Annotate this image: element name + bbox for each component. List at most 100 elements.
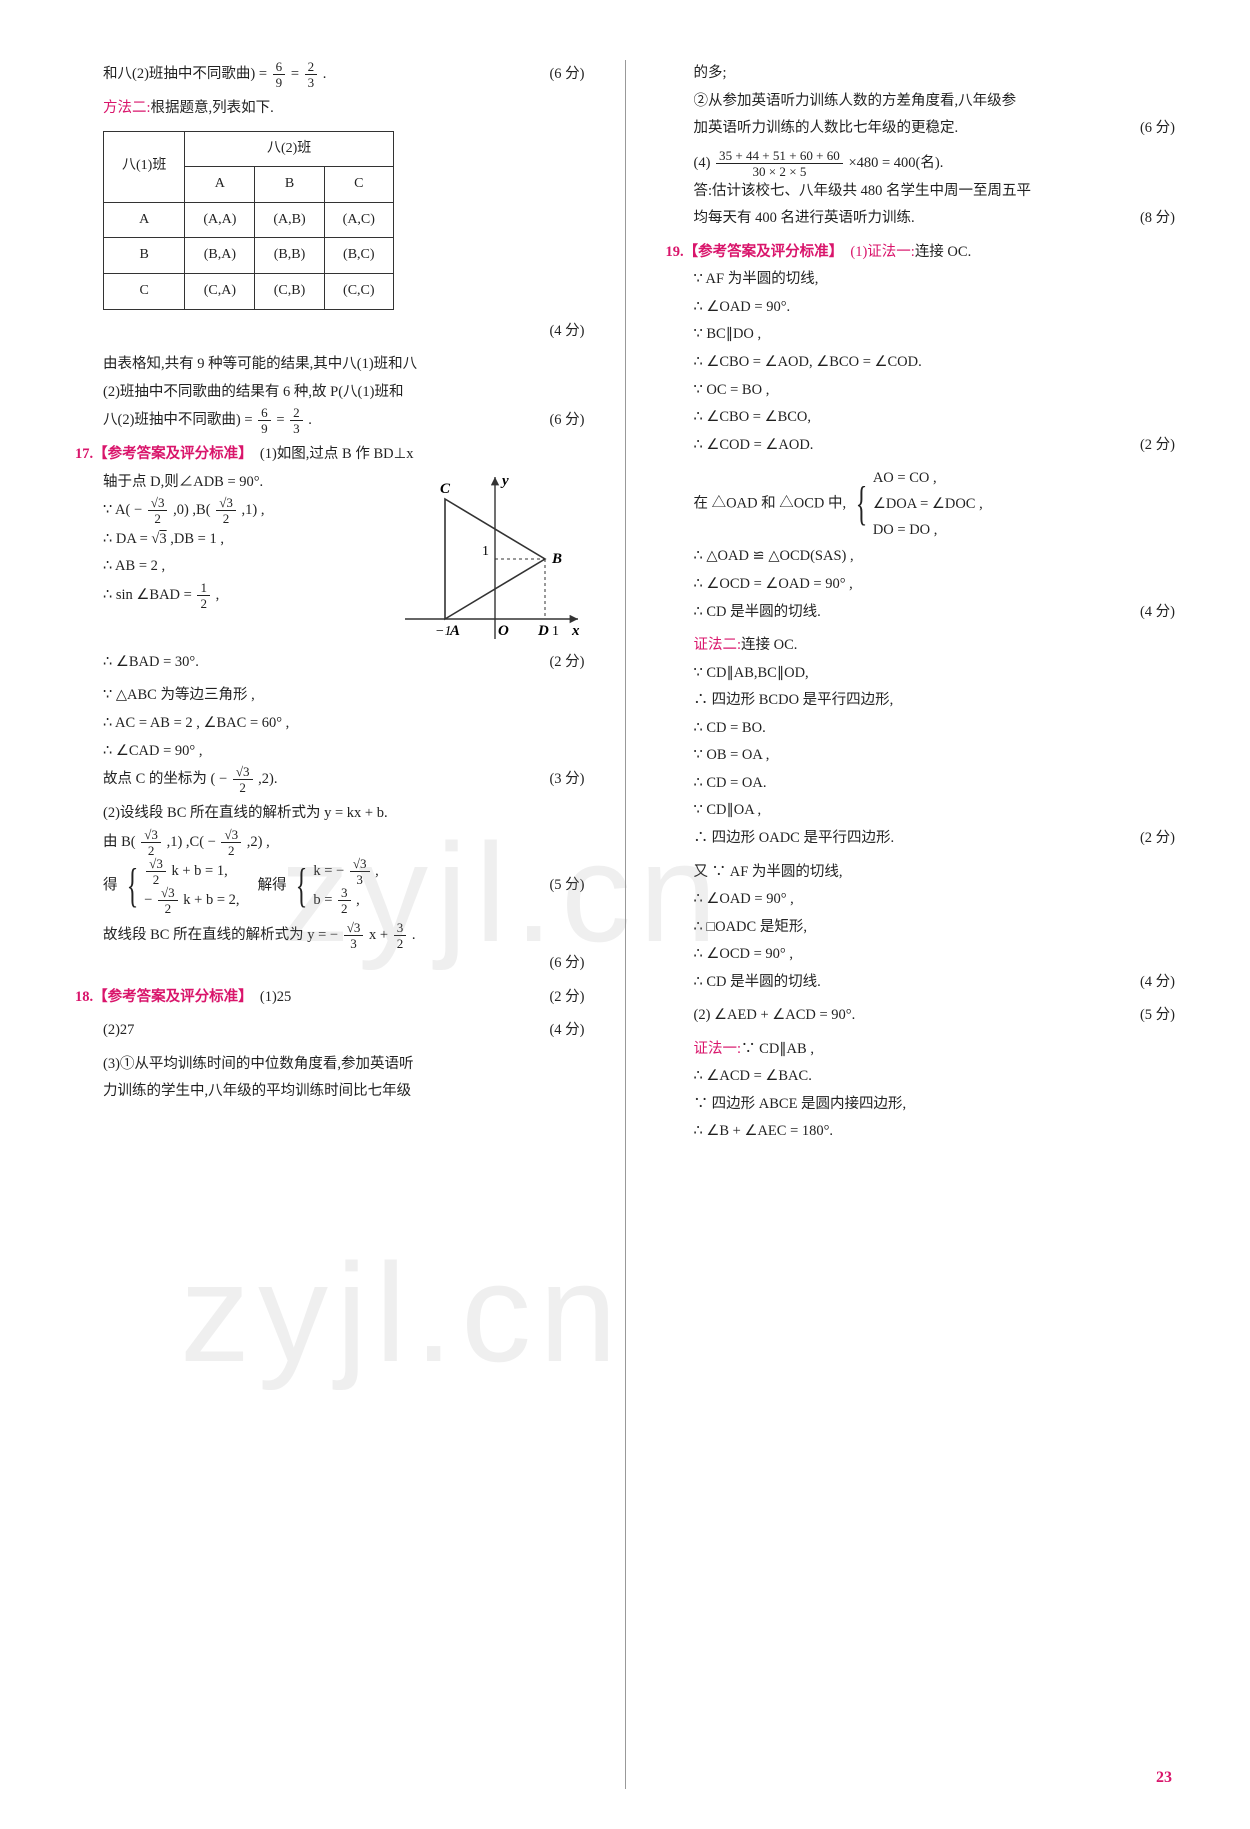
- equation-system: 得 { √32 k + b = 1, − √32 k + b = 2, 解得 {…: [75, 857, 585, 915]
- question-18: 18.【参考答案及评分标准】 (1)25 (2 分): [75, 984, 585, 1012]
- text-line: ∵ BC∥DO ,: [666, 321, 1176, 349]
- method-label: 方法二:: [103, 100, 151, 116]
- text-line: 证法一:∵ CD∥AB ,: [666, 1036, 1176, 1064]
- score-label: (4 分): [1140, 599, 1175, 627]
- text-line: ∴ □OADC 是矩形,: [666, 914, 1176, 942]
- page-number: 23: [1156, 1763, 1172, 1793]
- question-number: 19.: [666, 244, 684, 260]
- text-line: ∴ 四边形 BCDO 是平行四边形,: [666, 687, 1176, 715]
- text-line: ②从参加英语听力训练人数的方差角度看,八年级参: [666, 88, 1176, 116]
- score-label: (4 分): [549, 318, 584, 346]
- text-line: 均每天有 400 名进行英语听力训练. (8 分): [666, 205, 1176, 233]
- table-header: 八(2)班: [185, 131, 394, 167]
- text-line: (3)①从平均训练时间的中位数角度看,参加英语听: [75, 1051, 585, 1079]
- table-cell: (A,A): [185, 202, 255, 238]
- text-line: ∵ 四边形 ABCE 是圆内接四边形,: [666, 1091, 1176, 1119]
- left-column: 和八(2)班抽中不同歌曲) = 69 = 23 . (6 分) 方法二:根据题意…: [75, 60, 585, 1789]
- question-number: 17.: [75, 446, 93, 462]
- text-line: ∴ ∠OAD = 90°.: [666, 294, 1176, 322]
- text-line: ∵ OB = OA ,: [666, 742, 1176, 770]
- score-label: (6 分): [549, 407, 584, 435]
- text-line: ∴ CD 是半圆的切线. (4 分): [666, 599, 1176, 627]
- text-line: 轴于点 D,则∠ADB = 90°.: [103, 469, 394, 497]
- text-line: ∵ A( − √32 ,0) ,B( √32 ,1) ,: [103, 496, 394, 525]
- svg-text:D: D: [537, 623, 549, 639]
- text-line: 由表格知,共有 9 种等可能的结果,其中八(1)班和八: [75, 351, 585, 379]
- text-line: (2)27 (4 分): [75, 1017, 585, 1045]
- text-line: ∴ CD 是半圆的切线. (4 分): [666, 969, 1176, 997]
- geometry-diagram: C B −1 A O D 1 x y 1: [400, 469, 585, 649]
- text-line: (2)设线段 BC 所在直线的解析式为 y = kx + b.: [75, 800, 585, 828]
- table-cell: (B,A): [185, 238, 255, 274]
- table-cell: (C,A): [185, 274, 255, 310]
- text-line: ∴ 四边形 OADC 是平行四边形. (2 分): [666, 825, 1176, 853]
- svg-text:y: y: [500, 473, 509, 489]
- text-line: ∴ ∠COD = ∠AOD. (2 分): [666, 432, 1176, 460]
- svg-text:x: x: [571, 623, 580, 639]
- answer-label: 【参考答案及评分标准】: [93, 989, 245, 1005]
- score-label: (4 分): [549, 1017, 584, 1045]
- right-column: 的多; ②从参加英语听力训练人数的方差角度看,八年级参 加英语听力训练的人数比七…: [666, 60, 1176, 1789]
- text-line: (4 分): [75, 318, 585, 346]
- text-line: (2)班抽中不同歌曲的结果有 6 种,故 P(八(1)班和: [75, 379, 585, 407]
- text-line: ∴ ∠B + ∠AEC = 180°.: [666, 1118, 1176, 1146]
- page-container: 和八(2)班抽中不同歌曲) = 69 = 23 . (6 分) 方法二:根据题意…: [75, 60, 1175, 1789]
- geom-row: 轴于点 D,则∠ADB = 90°. ∵ A( − √32 ,0) ,B( √3…: [75, 469, 585, 649]
- svg-text:A: A: [449, 623, 460, 639]
- table-cell: A: [185, 167, 255, 203]
- text-line: ∴ sin ∠BAD = 12 ,: [103, 581, 394, 610]
- table-cell: C: [324, 167, 393, 203]
- text-line: ∴ ∠CAD = 90° ,: [75, 738, 585, 766]
- text-line: ∴ ∠OCD = 90° ,: [666, 941, 1176, 969]
- text-line: 由 B( √32 ,1) ,C( − √32 ,2) ,: [75, 828, 585, 857]
- probability-table: 八(1)班 八(2)班 A B C A (A,A) (A,B) (A,C) B …: [103, 131, 394, 310]
- score-label: (6 分): [1140, 115, 1175, 143]
- table-cell: (C,C): [324, 274, 393, 310]
- column-divider: [625, 60, 626, 1789]
- score-label: (5 分): [549, 872, 584, 900]
- text-line: ∴ CD = BO.: [666, 715, 1176, 743]
- svg-text:1: 1: [552, 624, 559, 639]
- table-cell: A: [104, 202, 185, 238]
- score-label: (3 分): [549, 766, 584, 794]
- svg-text:B: B: [551, 551, 562, 567]
- text-line: ∵ AF 为半圆的切线,: [666, 266, 1176, 294]
- text-line: ∴ ∠CBO = ∠BCO,: [666, 404, 1176, 432]
- score-label: (6 分): [549, 61, 584, 89]
- text-line: ∴ ∠OAD = 90° ,: [666, 886, 1176, 914]
- score-label: (5 分): [1140, 1002, 1175, 1030]
- table-cell: (A,B): [255, 202, 324, 238]
- text-line: (2) ∠AED + ∠ACD = 90°. (5 分): [666, 1002, 1176, 1030]
- text-line: 答:估计该校七、八年级共 480 名学生中周一至周五平: [666, 178, 1176, 206]
- text-line: ∴ △OAD ≌ △OCD(SAS) ,: [666, 543, 1176, 571]
- answer-label: 【参考答案及评分标准】: [93, 446, 245, 462]
- text-line: ∵ CD∥OA ,: [666, 797, 1176, 825]
- svg-text:O: O: [498, 623, 509, 639]
- answer-label: 【参考答案及评分标准】: [684, 244, 836, 260]
- score-label: (6 分): [549, 950, 584, 978]
- table-cell: B: [104, 238, 185, 274]
- question-number: 18.: [75, 989, 93, 1005]
- table-cell: (B,B): [255, 238, 324, 274]
- text-line: ∵ CD∥AB,BC∥OD,: [666, 660, 1176, 688]
- text-line: 故点 C 的坐标为 ( − √32 ,2). (3 分): [75, 765, 585, 794]
- text-line: ∵ △ABC 为等边三角形 ,: [75, 682, 585, 710]
- text-line: ∴ ∠CBO = ∠AOD, ∠BCO = ∠COD.: [666, 349, 1176, 377]
- score-label: (8 分): [1140, 205, 1175, 233]
- svg-text:−1: −1: [435, 624, 451, 639]
- text-line: 故线段 BC 所在直线的解析式为 y = − √33 x + 32 .: [75, 921, 585, 950]
- text-line: ∴ ∠ACD = ∠BAC.: [666, 1063, 1176, 1091]
- score-label: (2 分): [1140, 825, 1175, 853]
- text-line: (6 分): [75, 950, 585, 978]
- equation-system: 在 △OAD 和 △OCD 中, { AO = CO , ∠DOA = ∠DOC…: [666, 465, 1176, 543]
- text-line: ∴ DA = √3 ,DB = 1 ,: [103, 526, 394, 554]
- text-line: 的多;: [666, 60, 1176, 88]
- text-line: ∴ ∠BAD = 30°. (2 分): [75, 649, 585, 677]
- text-line: 加英语听力训练的人数比七年级的更稳定. (6 分): [666, 115, 1176, 143]
- score-label: (2 分): [1140, 432, 1175, 460]
- text-line: ∴ CD = OA.: [666, 770, 1176, 798]
- text-line: ∵ OC = BO ,: [666, 377, 1176, 405]
- score-label: (4 分): [1140, 969, 1175, 997]
- text-line: (4) 35 + 44 + 51 + 60 + 6030 × 2 × 5 ×48…: [666, 149, 1176, 178]
- text-line: 方法二:根据题意,列表如下.: [75, 95, 585, 123]
